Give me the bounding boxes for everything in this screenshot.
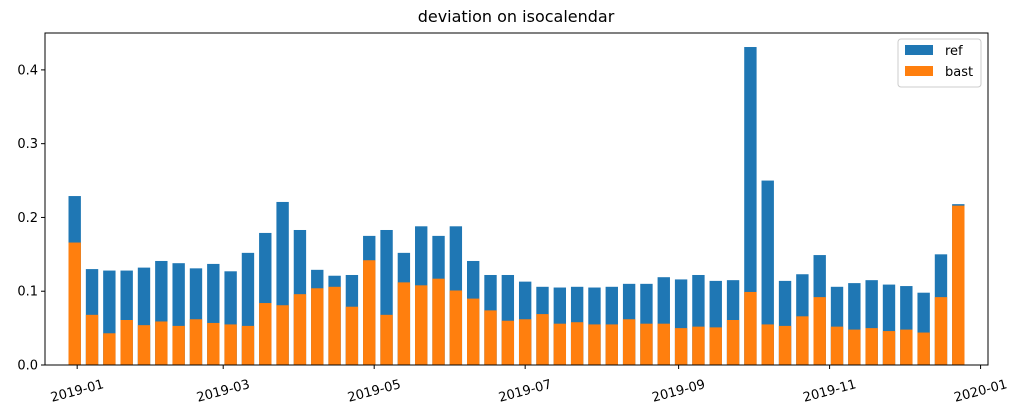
bar-ref xyxy=(761,180,774,365)
x-tick-label: 2019-11 xyxy=(802,377,858,406)
bar-ref xyxy=(744,47,757,366)
bar-bast xyxy=(622,319,636,365)
bar-bast xyxy=(709,327,722,365)
bar-bast xyxy=(900,329,913,365)
bar-bast xyxy=(830,326,844,365)
x-tick-label: 2020-01 xyxy=(953,377,1009,406)
bar-bast xyxy=(449,290,463,365)
x-tick-label: 2019-09 xyxy=(651,377,707,406)
x-tick-label: 2019-01 xyxy=(49,377,105,406)
legend-swatch-bast xyxy=(905,66,933,76)
y-tick-label: 0.0 xyxy=(17,359,38,374)
x-tick-label: 2019-07 xyxy=(497,377,553,406)
bar-bast xyxy=(536,314,549,365)
x-tick-label: 2019-05 xyxy=(346,377,402,406)
bar-bast xyxy=(848,329,861,365)
bar-bast xyxy=(172,325,185,365)
bar-bast xyxy=(518,319,532,365)
bar-bast xyxy=(189,319,203,365)
legend-label-ref: ref xyxy=(945,44,963,59)
bar-bast xyxy=(397,282,411,365)
bar-bast xyxy=(934,297,948,365)
bar-bast xyxy=(674,328,688,365)
bar-bast xyxy=(657,323,670,365)
bar-bast xyxy=(796,316,809,365)
y-tick-label: 0.3 xyxy=(17,137,38,152)
bar-bast xyxy=(952,205,965,365)
bar-bast xyxy=(865,328,878,365)
bar-bast xyxy=(68,242,81,365)
bar-bast xyxy=(692,326,705,365)
x-axis: 2019-01 2019-03 2019-05 2019-07 2019-09 2019-… xyxy=(49,365,1009,406)
bar-bast xyxy=(778,325,792,365)
legend-label-bast: bast xyxy=(945,65,973,80)
bar-bast xyxy=(137,325,151,365)
bar-bast xyxy=(311,288,324,365)
bar-bast xyxy=(484,310,497,365)
bar-bast xyxy=(120,320,133,365)
bar-bast xyxy=(432,278,445,365)
bar-bast xyxy=(85,314,99,365)
bar-bast xyxy=(467,298,480,365)
bar-bast xyxy=(640,323,653,365)
bar-bast xyxy=(726,320,740,365)
bar-bast xyxy=(605,324,618,365)
y-tick-label: 0.1 xyxy=(17,285,38,300)
y-axis: 0.0 0.1 0.2 0.3 0.4 xyxy=(17,63,45,374)
bar-bast xyxy=(744,291,757,365)
bar-bast xyxy=(380,314,393,365)
bar-bast xyxy=(345,306,359,365)
bar-bast xyxy=(813,297,826,365)
bar-bast xyxy=(241,325,255,365)
y-tick-label: 0.4 xyxy=(17,63,38,78)
bar-bast xyxy=(917,332,930,365)
bar-bast xyxy=(293,294,307,365)
bar-bast xyxy=(501,320,515,365)
bar-bast xyxy=(570,322,584,365)
bar-bast xyxy=(155,321,168,365)
bar-bast xyxy=(276,305,289,365)
bar-bast xyxy=(415,285,428,365)
bar-bast xyxy=(103,333,116,365)
plot-frame xyxy=(44,32,989,366)
bar-bast xyxy=(259,303,272,365)
x-tick-label: 2019-03 xyxy=(195,377,251,406)
bar-bast xyxy=(224,324,237,365)
y-tick-label: 0.2 xyxy=(17,211,38,226)
bar-bast xyxy=(207,322,220,365)
bar-bast xyxy=(761,324,774,365)
bar-bast xyxy=(328,286,341,365)
bar-bast xyxy=(363,260,376,365)
bar-bast xyxy=(553,323,567,365)
bar-bast xyxy=(882,331,896,365)
legend: ref bast xyxy=(897,38,982,88)
bar-bast xyxy=(588,324,601,365)
chart-title: deviation on isocalendar xyxy=(418,7,615,26)
legend-swatch-ref xyxy=(905,45,933,55)
bars-layer xyxy=(68,47,965,366)
